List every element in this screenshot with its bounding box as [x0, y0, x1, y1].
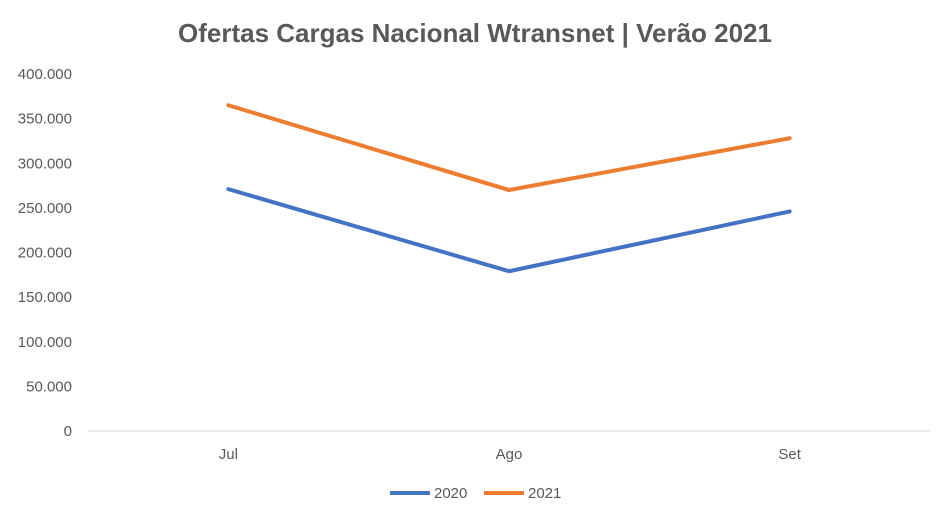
legend-label-2021: 2021 [528, 485, 561, 502]
x-tick-label: Ago [496, 446, 523, 463]
series-line-2020 [226, 187, 792, 274]
chart-title: Ofertas Cargas Nacional Wtransnet | Verã… [178, 18, 772, 48]
y-tick-label: 400.000 [18, 66, 72, 83]
y-tick-label: 100.000 [18, 334, 72, 351]
y-axis-ticks: 0 50.000 100.000 150.000 200.000 250.000 300.0… [18, 66, 72, 440]
y-tick-label: 200.000 [18, 245, 72, 262]
y-tick-label: 50.000 [26, 378, 72, 395]
y-tick-label: 300.000 [18, 155, 72, 172]
y-tick-label: 150.000 [18, 289, 72, 306]
x-tick-label: Set [778, 446, 801, 463]
x-axis-ticks: Jul Ago Set [219, 446, 802, 463]
legend-label-2020: 2020 [434, 485, 467, 502]
y-tick-label: 350.000 [18, 111, 72, 128]
y-tick-label: 250.000 [18, 200, 72, 217]
y-tick-label: 0 [64, 423, 72, 440]
series-line-2021 [226, 103, 792, 193]
series-lines [226, 103, 792, 274]
legend: 2020 2021 [390, 485, 561, 502]
x-tick-label: Jul [219, 446, 238, 463]
